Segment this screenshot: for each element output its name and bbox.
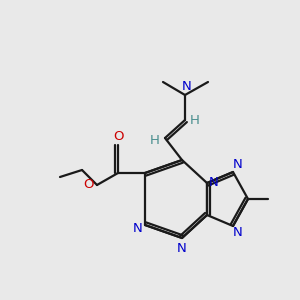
Text: N: N (233, 226, 243, 239)
Text: N: N (177, 242, 187, 254)
Text: O: O (84, 178, 94, 191)
Text: N: N (182, 80, 192, 94)
Text: N: N (133, 221, 143, 235)
Text: O: O (113, 130, 123, 142)
Text: H: H (150, 134, 160, 146)
Text: N: N (233, 158, 243, 172)
Text: N: N (209, 176, 219, 190)
Text: H: H (190, 113, 200, 127)
